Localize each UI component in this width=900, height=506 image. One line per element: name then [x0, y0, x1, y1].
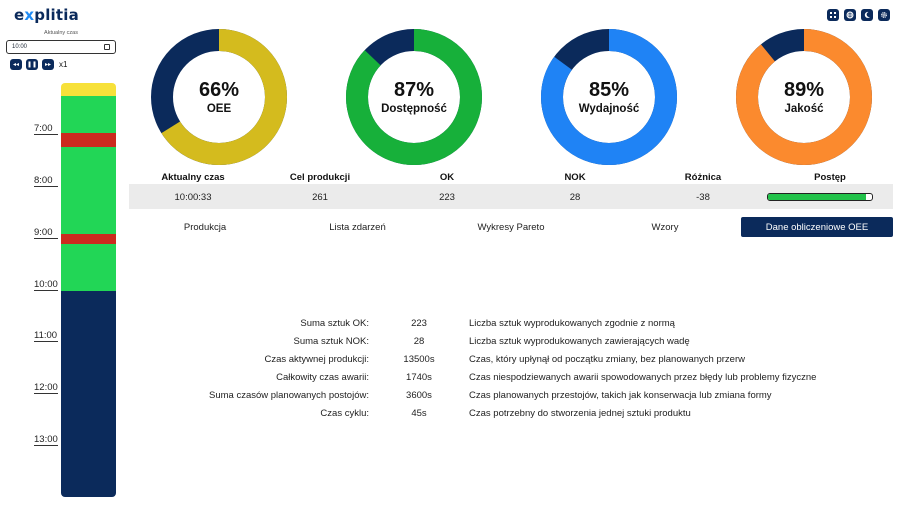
- kpi-value: 87%: [393, 78, 435, 101]
- availability-donut-chart: [346, 29, 482, 165]
- kpi-label: OEE: [206, 102, 232, 115]
- donut-value-arc: [541, 29, 677, 165]
- tab-formulas[interactable]: Wzory: [651, 221, 679, 233]
- calc-value: 1740s: [406, 372, 432, 383]
- performance-donut-chart: [541, 29, 677, 165]
- tab-production[interactable]: Produkcja: [183, 221, 227, 233]
- stats-row: [129, 184, 893, 209]
- stat-value-ok: 223: [439, 192, 455, 203]
- calc-description: Czas potrzebny do stworzenia jednej sztu…: [469, 408, 691, 419]
- kpi-value: 89%: [783, 78, 825, 101]
- calc-name: Suma czasów planowanych postojów:: [208, 390, 369, 401]
- kpi-label: Jakość: [784, 102, 824, 115]
- fast-forward-icon[interactable]: ▸▸: [42, 59, 54, 70]
- calc-row: Czas cyklu: 45s Czas potrzebny do stworzen…: [0, 408, 900, 426]
- tab-pareto-charts[interactable]: Wykresy Pareto: [477, 221, 545, 233]
- stat-header-difference: Różnica: [684, 172, 722, 183]
- calc-name: Czas aktywnej produkcji:: [264, 354, 369, 365]
- timeline-segment-running: [61, 96, 116, 133]
- timeline-hour-label: 10:00: [34, 279, 58, 291]
- calc-description: Liczba sztuk wyprodukowanych zawierający…: [469, 336, 690, 347]
- stat-header-ok: OK: [439, 172, 455, 183]
- calc-name: Suma sztuk NOK:: [293, 336, 370, 347]
- calc-row: Suma sztuk NOK: 28 Liczba sztuk wyprodukow…: [0, 336, 900, 354]
- timeline-segment-future: [61, 291, 116, 497]
- timeline-segment-running: [61, 147, 116, 234]
- calc-row: Suma czasów planowanych postojów: 3600s Cz…: [0, 390, 900, 408]
- calc-row: Całkowity czas awarii: 1740s Czas niespodz…: [0, 372, 900, 390]
- progress-bar: [767, 193, 873, 201]
- header-icons: [827, 9, 890, 21]
- timeline-hour-label: 13:00: [34, 434, 58, 446]
- timeline-segment-running: [61, 244, 116, 291]
- globe-icon[interactable]: [844, 9, 856, 21]
- timeline-hour-label: 11:00: [34, 330, 58, 342]
- donut-value-arc: [151, 29, 287, 165]
- kpi-label: Dostępność: [381, 102, 447, 115]
- speed-label: x1: [59, 60, 68, 69]
- timeline-hour-label: 8:00: [34, 176, 58, 187]
- donut-value-arc: [346, 29, 482, 165]
- tab-oee-calculation-data[interactable]: Dane obliczeniowe OEE: [741, 217, 893, 237]
- kpi-donut-oee: 66% OEE: [150, 28, 288, 166]
- timeline-segment-failure: [61, 234, 116, 244]
- stat-value-current-time: 10:00:33: [174, 192, 212, 203]
- calc-description: Czas planowanych przestojów, takich jak …: [469, 390, 772, 401]
- stat-header-current-time: Aktualny czas: [161, 172, 225, 183]
- timeline-segment-failure: [61, 133, 116, 147]
- stat-value-production-target: 261: [312, 192, 328, 203]
- calc-description: Liczba sztuk wyprodukowanych zgodnie z n…: [469, 318, 675, 329]
- oee-donut-chart: [151, 29, 287, 165]
- kpi-donut-performance: 85% Wydajność: [540, 28, 678, 166]
- kpi-value: 85%: [588, 78, 630, 101]
- pause-icon[interactable]: ❚❚: [26, 59, 38, 70]
- playback-controls: ◂◂ ❚❚ ▸▸ x1: [10, 59, 67, 70]
- calc-value: 28: [413, 336, 425, 347]
- kpi-label: Wydajność: [578, 102, 640, 115]
- stat-header-production-target: Cel produkcji: [289, 172, 351, 183]
- calendar-icon[interactable]: [104, 44, 110, 50]
- logo: explitia: [14, 6, 79, 24]
- current-time-label: Aktualny czas: [44, 30, 78, 36]
- time-input[interactable]: 10:00: [6, 40, 116, 54]
- donut-value-arc: [736, 29, 872, 165]
- kpi-value: 66%: [198, 78, 240, 101]
- stat-value-difference: -38: [696, 192, 710, 203]
- calc-row: Suma sztuk OK: 223 Liczba sztuk wyprodukow…: [0, 318, 900, 336]
- shift-timeline: [61, 83, 116, 497]
- timeline-segment-setup: [61, 83, 116, 96]
- gear-icon[interactable]: [878, 9, 890, 21]
- calc-value: 223: [411, 318, 427, 329]
- calc-value: 45s: [411, 408, 427, 419]
- calc-value: 3600s: [406, 390, 432, 401]
- calc-row: Czas aktywnej produkcji: 13500s Czas, któr…: [0, 354, 900, 372]
- progress-bar-fill: [768, 194, 866, 200]
- stat-header-nok: NOK: [564, 172, 586, 183]
- tab-event-list[interactable]: Lista zdarzeń: [329, 221, 386, 233]
- calc-value: 13500s: [403, 354, 435, 365]
- timeline-hour-label: 12:00: [34, 382, 58, 394]
- quality-donut-chart: [736, 29, 872, 165]
- timeline-hour-label: 7:00: [34, 124, 58, 135]
- moon-icon[interactable]: [861, 9, 873, 21]
- rewind-icon[interactable]: ◂◂: [10, 59, 22, 70]
- calc-description: Czas niespodziewanych awarii spowodowany…: [469, 372, 817, 383]
- kpi-donut-quality: 89% Jakość: [735, 28, 873, 166]
- time-input-value: 10:00: [12, 44, 28, 50]
- calc-name: Suma sztuk OK:: [300, 318, 369, 329]
- kpi-donut-availability: 87% Dostępność: [345, 28, 483, 166]
- calc-name: Czas cyklu:: [320, 408, 369, 419]
- timeline-hour-label: 9:00: [34, 228, 58, 239]
- calc-name: Całkowity czas awarii:: [276, 372, 369, 383]
- stat-header-progress: Postęp: [814, 172, 846, 183]
- calc-description: Czas, który upłynął od początku zmiany, …: [469, 354, 745, 365]
- stat-value-nok: 28: [569, 192, 581, 203]
- grid-icon[interactable]: [827, 9, 839, 21]
